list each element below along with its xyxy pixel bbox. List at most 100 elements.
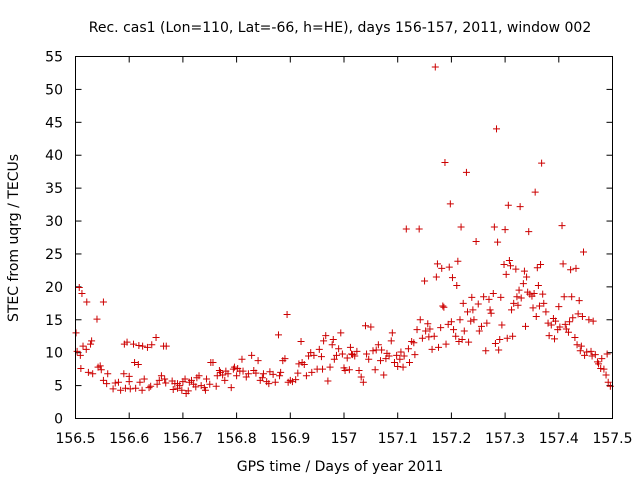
data-point (604, 378, 612, 386)
data-point (103, 380, 111, 388)
data-point (297, 337, 305, 345)
data-point (380, 371, 388, 379)
data-point (195, 372, 203, 380)
data-point (317, 353, 325, 361)
x-tick-label: 157.2 (431, 431, 471, 447)
data-point (300, 361, 308, 369)
data-point (472, 237, 480, 245)
data-point (477, 322, 485, 330)
y-tick-label: 25 (45, 247, 63, 263)
data-point (558, 222, 566, 230)
data-point (598, 355, 606, 363)
data-point (139, 342, 147, 350)
data-point (162, 342, 170, 350)
data-point (569, 314, 577, 322)
data-point (602, 371, 610, 379)
data-point (413, 326, 421, 334)
data-point (83, 298, 91, 306)
data-point (435, 343, 443, 351)
data-point (474, 300, 482, 308)
data-point (486, 306, 494, 314)
data-point (415, 225, 423, 233)
data-point (509, 332, 517, 340)
data-point (125, 372, 133, 380)
data-point (600, 365, 608, 373)
data-point (439, 302, 447, 310)
data-point (221, 376, 229, 384)
data-point (433, 260, 441, 268)
data-point (577, 342, 585, 350)
data-point (517, 294, 525, 302)
data-point (575, 297, 583, 305)
data-point (440, 303, 448, 311)
data-point (322, 332, 330, 340)
y-axis-label: STEC from uqrg / TECUs (6, 154, 22, 322)
chart-title: Rec. cas1 (Lon=110, Lat=-66, h=HE), days… (89, 20, 591, 36)
data-point (104, 370, 112, 378)
data-point (294, 369, 302, 377)
data-point (438, 264, 446, 272)
data-point (566, 318, 574, 326)
y-tick-label: 0 (54, 412, 63, 428)
data-point (460, 327, 468, 335)
data-point (363, 350, 371, 358)
data-point (277, 368, 285, 376)
data-point (568, 293, 576, 301)
data-point (292, 376, 300, 384)
data-point (88, 337, 96, 345)
data-point (468, 293, 476, 301)
data-points (72, 63, 614, 397)
data-point (561, 320, 569, 328)
data-point (542, 308, 550, 316)
data-point (583, 348, 591, 356)
x-tick-label: 156.5 (55, 431, 95, 447)
data-point (111, 379, 119, 387)
data-point (219, 371, 227, 379)
data-point (244, 370, 252, 378)
data-point (574, 310, 582, 318)
data-point (576, 347, 584, 355)
data-point (490, 223, 498, 231)
data-point (535, 302, 543, 310)
data-point (153, 380, 161, 388)
data-point (458, 336, 466, 344)
y-tick-label: 45 (45, 115, 63, 131)
data-point (545, 332, 553, 340)
data-point (564, 328, 572, 336)
data-point (181, 375, 189, 383)
data-point (206, 380, 214, 388)
data-point (121, 384, 129, 392)
x-tick-label: 157.1 (378, 431, 418, 447)
y-tick-label: 50 (45, 82, 63, 98)
data-point (573, 341, 581, 349)
data-point (464, 308, 472, 316)
data-point (525, 228, 533, 236)
y-tick-label: 40 (45, 148, 63, 164)
data-point (319, 365, 327, 373)
data-point (224, 370, 232, 378)
data-point (522, 322, 530, 330)
data-point (497, 293, 505, 301)
data-point (404, 345, 412, 353)
data-point (437, 324, 445, 332)
data-point (411, 351, 419, 359)
data-point (421, 277, 429, 285)
data-point (485, 295, 493, 303)
data-point (540, 299, 548, 307)
data-point (274, 331, 282, 339)
data-point (77, 364, 85, 372)
data-point (520, 267, 528, 275)
data-point (597, 364, 605, 372)
data-point (393, 351, 401, 359)
data-point (184, 387, 192, 395)
data-point (114, 378, 122, 386)
data-point (315, 345, 323, 353)
data-point (510, 299, 518, 307)
data-point (452, 332, 460, 340)
data-point (531, 188, 539, 196)
data-point (123, 338, 131, 346)
data-point (587, 347, 595, 355)
data-point (432, 273, 440, 281)
data-point (135, 341, 143, 349)
data-point (578, 312, 586, 320)
